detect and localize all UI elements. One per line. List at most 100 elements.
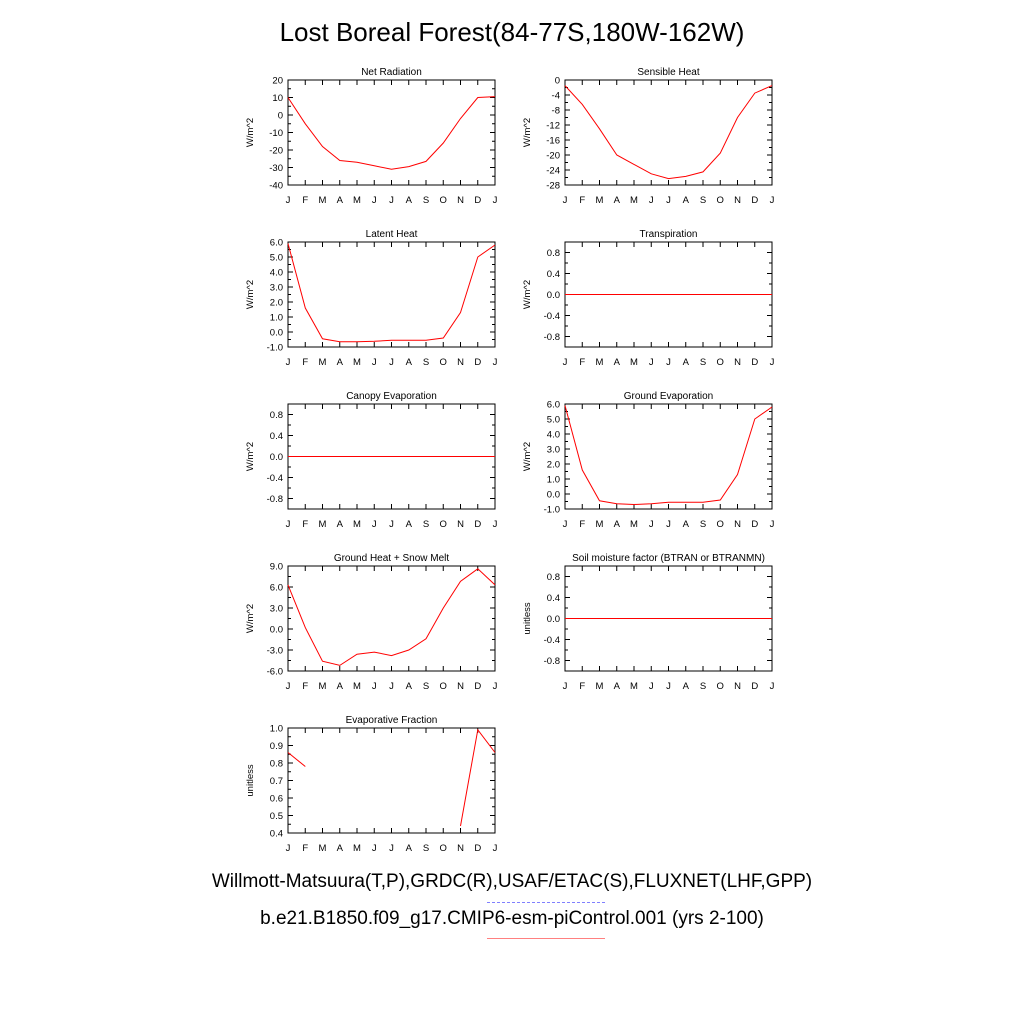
x-tick-label: A <box>337 681 344 692</box>
y-tick-label: 1.0 <box>270 313 283 324</box>
x-tick-label: J <box>389 519 394 530</box>
x-tick-label: A <box>683 357 690 368</box>
x-tick-label: A <box>683 519 690 530</box>
y-tick-label: -12 <box>546 121 560 132</box>
x-tick-label: A <box>337 195 344 206</box>
x-tick-label: M <box>353 843 361 854</box>
x-tick-label: M <box>353 519 361 530</box>
x-tick-label: O <box>440 843 447 854</box>
y-tick-label: 4.0 <box>270 268 283 279</box>
y-tick-label: -4 <box>552 91 560 102</box>
x-tick-label: D <box>474 195 481 206</box>
y-tick-label: -28 <box>546 181 560 192</box>
y-axis-label: W/m^2 <box>245 442 256 471</box>
y-tick-label: -0.4 <box>544 635 560 646</box>
y-tick-label: 1.0 <box>547 475 560 486</box>
y-tick-label: 0.4 <box>547 593 560 604</box>
x-tick-label: J <box>389 195 394 206</box>
x-tick-label: F <box>579 519 585 530</box>
y-tick-label: 0.8 <box>270 759 283 770</box>
x-tick-label: D <box>751 195 758 206</box>
x-tick-label: D <box>474 357 481 368</box>
y-tick-label: 0.8 <box>270 410 283 421</box>
x-tick-label: N <box>457 681 464 692</box>
x-tick-label: F <box>579 195 585 206</box>
x-tick-label: N <box>734 357 741 368</box>
x-tick-label: J <box>649 681 654 692</box>
x-tick-label: F <box>302 681 308 692</box>
y-tick-label: -16 <box>546 136 560 147</box>
x-tick-label: S <box>700 195 706 206</box>
y-tick-label: 0.7 <box>270 776 283 787</box>
x-tick-label: J <box>372 519 377 530</box>
x-tick-label: O <box>717 519 724 530</box>
y-axis-label: W/m^2 <box>522 280 533 309</box>
x-tick-label: A <box>406 843 413 854</box>
x-tick-label: J <box>286 681 291 692</box>
x-tick-label: J <box>666 195 671 206</box>
x-tick-label: J <box>666 519 671 530</box>
x-tick-label: A <box>406 195 413 206</box>
y-axis-label: W/m^2 <box>245 118 256 147</box>
x-tick-label: M <box>630 681 638 692</box>
x-tick-label: A <box>337 519 344 530</box>
x-tick-label: J <box>666 357 671 368</box>
x-tick-label: J <box>563 519 568 530</box>
x-tick-label: J <box>372 195 377 206</box>
series-line <box>287 568 496 666</box>
y-tick-label: 6.0 <box>547 400 560 411</box>
x-tick-label: N <box>734 195 741 206</box>
x-tick-label: J <box>649 357 654 368</box>
x-tick-label: A <box>614 357 621 368</box>
x-tick-label: M <box>353 195 361 206</box>
x-tick-label: J <box>563 195 568 206</box>
y-tick-label: 6.0 <box>270 583 283 594</box>
y-tick-label: 3.0 <box>270 604 283 615</box>
x-tick-label: J <box>286 519 291 530</box>
x-tick-label: J <box>493 357 498 368</box>
y-tick-label: 2.0 <box>547 460 560 471</box>
series-line <box>564 405 773 506</box>
x-tick-label: S <box>423 519 429 530</box>
x-tick-label: M <box>630 519 638 530</box>
x-tick-label: O <box>717 195 724 206</box>
x-tick-label: J <box>372 681 377 692</box>
y-tick-label: -0.8 <box>544 656 560 667</box>
plot-frame <box>564 79 773 186</box>
x-tick-label: O <box>440 357 447 368</box>
panel-title: Canopy Evaporation <box>346 391 437 402</box>
x-tick-label: J <box>563 357 568 368</box>
y-tick-label: 0.8 <box>547 248 560 259</box>
x-tick-label: O <box>440 195 447 206</box>
x-tick-label: A <box>614 195 621 206</box>
y-axis-label: W/m^2 <box>245 604 256 633</box>
series-line <box>287 752 306 767</box>
panel-title: Latent Heat <box>366 229 418 240</box>
y-tick-label: 2.0 <box>270 298 283 309</box>
x-tick-label: D <box>751 519 758 530</box>
y-tick-label: -0.8 <box>544 332 560 343</box>
x-tick-label: N <box>457 357 464 368</box>
y-tick-label: -1.0 <box>544 505 560 516</box>
x-tick-label: F <box>579 357 585 368</box>
x-tick-label: F <box>302 357 308 368</box>
x-tick-label: J <box>286 843 291 854</box>
x-tick-label: S <box>423 195 429 206</box>
y-axis-label: W/m^2 <box>522 118 533 147</box>
legend-obs-line <box>487 902 605 903</box>
x-tick-label: N <box>457 195 464 206</box>
series-line <box>287 243 496 343</box>
panel-title: Sensible Heat <box>637 67 699 78</box>
y-tick-label: -0.4 <box>267 473 283 484</box>
legend-model-line <box>487 938 605 939</box>
x-tick-label: D <box>474 519 481 530</box>
x-tick-label: F <box>302 843 308 854</box>
x-tick-label: M <box>319 681 327 692</box>
x-tick-label: J <box>493 519 498 530</box>
x-tick-label: A <box>683 681 690 692</box>
